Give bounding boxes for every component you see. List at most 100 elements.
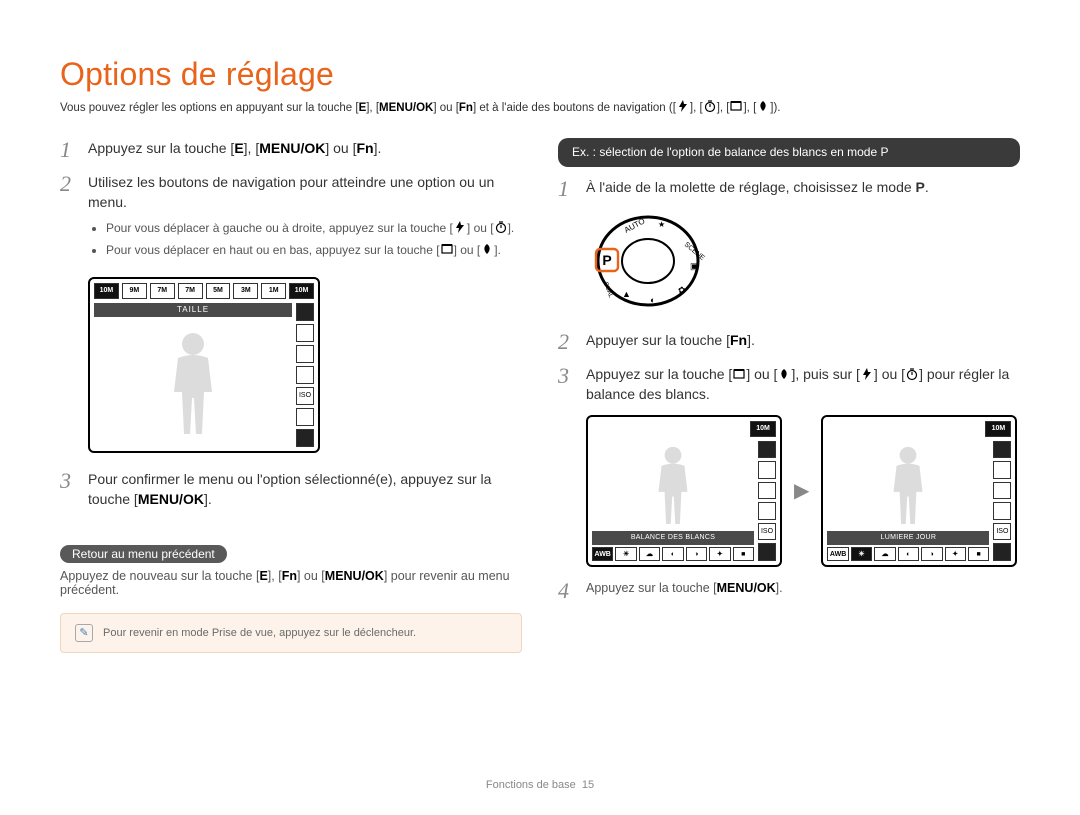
step-number: 2 xyxy=(60,172,78,267)
mode-p: P xyxy=(916,179,925,195)
right-step-2: 2 Appuyer sur la touche [Fn]. xyxy=(558,330,1020,354)
size-chip: 7M xyxy=(150,283,175,299)
sub-bullets: Pour vous déplacer à gauche ou à droite,… xyxy=(88,219,522,259)
side-icon xyxy=(296,429,314,447)
svg-text:◐: ◐ xyxy=(650,295,655,305)
wb-chip: ◐ xyxy=(898,547,919,561)
back-text: Appuyez de nouveau sur la touche [E], [F… xyxy=(60,569,522,597)
wb-chip: ◑ xyxy=(921,547,942,561)
page-title: Options de réglage xyxy=(60,56,1020,93)
size-chip: 1M xyxy=(261,283,286,299)
flash-icon xyxy=(676,99,690,113)
lcd-title: LUMIERE JOUR xyxy=(827,531,989,545)
side-icon xyxy=(296,324,314,342)
wb-chip: ✦ xyxy=(709,547,730,561)
side-icon xyxy=(758,543,776,561)
svg-text:✿: ✿ xyxy=(678,285,686,295)
side-icon xyxy=(296,345,314,363)
wb-chip: ☁ xyxy=(874,547,895,561)
bullet-vertical: Pour vous déplacer en haut ou en bas, ap… xyxy=(106,241,522,259)
lcd-title: TAILLE xyxy=(94,303,292,317)
step-number: 2 xyxy=(558,330,576,354)
lcd-title: BALANCE DES BLANCS xyxy=(592,531,754,545)
content-columns: 1 Appuyez sur la touche [E], [MENU/OK] o… xyxy=(60,138,1020,653)
size-chip: 10M xyxy=(750,421,776,437)
wb-chip: AWB xyxy=(592,547,613,561)
intro-pre: Vous pouvez régler les options en appuya… xyxy=(60,102,359,114)
back-heading: Retour au menu précédent xyxy=(60,545,227,563)
display-icon xyxy=(729,99,743,113)
timer-icon xyxy=(905,367,919,381)
wb-chip: ✦ xyxy=(945,547,966,561)
side-icon xyxy=(993,543,1011,561)
side-icon: ISO xyxy=(993,523,1011,541)
side-icon: ISO xyxy=(296,387,314,405)
left-column: 1 Appuyez sur la touche [E], [MENU/OK] o… xyxy=(60,138,522,653)
macro-icon xyxy=(480,242,494,256)
page-footer: Fonctions de base 15 xyxy=(0,779,1080,791)
example-heading: Ex. : sélection de l'option de balance d… xyxy=(558,138,1020,167)
intro-text: Vous pouvez régler les options en appuya… xyxy=(60,99,1020,114)
wb-chip: ☀ xyxy=(615,547,636,561)
left-step-2: 2 Utilisez les boutons de navigation pou… xyxy=(60,172,522,267)
footer-page: 15 xyxy=(582,779,594,791)
side-icon xyxy=(758,441,776,459)
wb-chip: ◑ xyxy=(686,547,707,561)
side-icon xyxy=(993,461,1011,479)
size-chip: 3M xyxy=(233,283,258,299)
bullet-horizontal: Pour vous déplacer à gauche ou à droite,… xyxy=(106,219,522,237)
right-step-4: 4 Appuyez sur la touche [MENU/OK]. xyxy=(558,579,1020,603)
side-icon xyxy=(296,303,314,321)
step-text: Utilisez les boutons de navigation pour … xyxy=(88,172,522,213)
wb-chip: ☁ xyxy=(639,547,660,561)
flash-icon xyxy=(860,367,874,381)
note-icon: ✎ xyxy=(75,624,93,642)
macro-icon xyxy=(756,99,770,113)
size-chip: 9M xyxy=(122,283,147,299)
flash-icon xyxy=(453,220,467,234)
arrow-right-icon: ▶ xyxy=(794,478,809,503)
macro-icon xyxy=(777,367,791,381)
side-icon xyxy=(296,366,314,384)
step-number: 1 xyxy=(558,177,576,201)
svg-text:▣: ▣ xyxy=(690,261,699,271)
right-step-1: 1 À l'aide de la molette de réglage, cho… xyxy=(558,177,1020,201)
side-icon xyxy=(758,502,776,520)
step-number: 1 xyxy=(60,138,78,162)
key-fn: Fn xyxy=(459,102,473,114)
note-text: Pour revenir en mode Prise de vue, appuy… xyxy=(103,627,416,639)
step-number: 4 xyxy=(558,579,576,603)
key-menuok: MENU/OK xyxy=(379,102,433,114)
person-silhouette-icon xyxy=(645,443,701,527)
person-silhouette-icon xyxy=(880,443,936,527)
display-icon xyxy=(732,367,746,381)
step-number: 3 xyxy=(60,469,78,510)
timer-icon xyxy=(494,220,508,234)
mode-dial: P AUTO ★ SCENE ▣ ✿ ◐ ▲ DUAL xyxy=(588,211,1020,316)
side-icon xyxy=(758,482,776,500)
size-chip: 5M xyxy=(206,283,231,299)
wb-chip: ◐ xyxy=(662,547,683,561)
step-number: 3 xyxy=(558,364,576,405)
right-step-3: 3 Appuyez sur la touche [] ou [], puis s… xyxy=(558,364,1020,405)
manual-page: Options de réglage Vous pouvez régler le… xyxy=(0,0,1080,815)
lcd-preview-taille: 10M 9M 7M 7M 5M 3M 1M 10M TAILLE ISO xyxy=(88,277,320,453)
wb-chip: ■ xyxy=(968,547,989,561)
left-step-3: 3 Pour confirmer le menu ou l'option sél… xyxy=(60,469,522,510)
timer-icon xyxy=(703,99,717,113)
side-icon xyxy=(993,502,1011,520)
svg-text:★: ★ xyxy=(658,220,665,229)
wb-chip: ☀ xyxy=(851,547,872,561)
size-chip: 10M xyxy=(985,421,1011,437)
size-chip: 7M xyxy=(178,283,203,299)
side-icon xyxy=(758,461,776,479)
right-column: Ex. : sélection de l'option de balance d… xyxy=(558,138,1020,653)
wb-chip: ■ xyxy=(733,547,754,561)
wb-chip: AWB xyxy=(827,547,848,561)
left-step-1: 1 Appuyez sur la touche [E], [MENU/OK] o… xyxy=(60,138,522,162)
side-icon: ISO xyxy=(758,523,776,541)
note-box: ✎ Pour revenir en mode Prise de vue, app… xyxy=(60,613,522,653)
lcd-pair: 10M ISO xyxy=(586,415,1020,567)
side-icon xyxy=(296,408,314,426)
svg-text:▲: ▲ xyxy=(622,289,631,299)
